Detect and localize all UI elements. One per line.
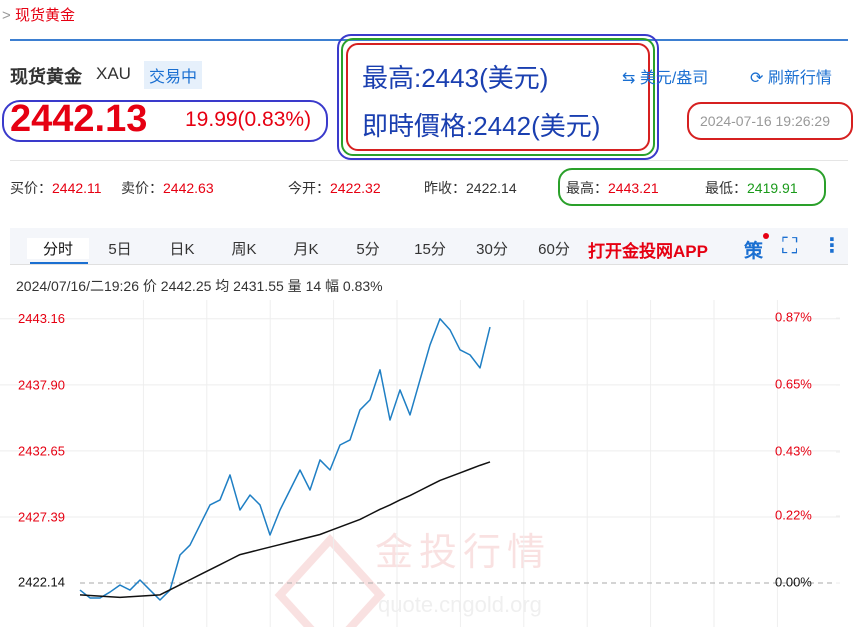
- tab[interactable]: 周K: [231, 241, 257, 258]
- stat-value: 2422.14: [466, 180, 517, 196]
- unit-toggle[interactable]: ⇆ 美元/盎司: [622, 70, 709, 87]
- refresh-button[interactable]: ⟳ 刷新行情: [750, 70, 832, 87]
- watermark: 金投行情 quote.cngold.org: [274, 532, 551, 627]
- info-time: 2024/07/16/二19:26: [16, 278, 139, 294]
- info-label: 均: [215, 278, 230, 294]
- breadcrumb-link[interactable]: 现货黄金: [14, 7, 75, 24]
- tab[interactable]: 5日: [108, 241, 132, 258]
- y2-tick-label: 0.87%: [775, 310, 812, 325]
- strategy-button[interactable]: 策: [744, 241, 764, 262]
- info-avg: 2431.55: [233, 278, 284, 294]
- divider: [10, 160, 848, 161]
- stat-label: 买价：: [10, 180, 52, 196]
- app-link[interactable]: 打开金投网APP: [588, 242, 708, 261]
- stat: 买价：2442.11: [10, 178, 102, 198]
- unit[interactable]: 美元/盎司: [639, 70, 709, 87]
- stat-value: 2442.63: [163, 180, 214, 196]
- name: 现货黄金: [10, 67, 82, 87]
- fullscreen-button[interactable]: ⛶: [782, 233, 798, 258]
- y-tick-label: 2437.90: [18, 377, 65, 392]
- stat-label: 昨收：: [424, 180, 466, 196]
- y-tick-label: 2422.14: [18, 574, 65, 589]
- highlight: [687, 102, 853, 140]
- annotation-current: 即時價格:2442(美元): [362, 111, 601, 141]
- stat-label: 最高：: [566, 180, 608, 196]
- annotation-high: 最高:2443(美元): [362, 63, 549, 93]
- breadcrumb[interactable]: > 现货黄金: [2, 7, 75, 24]
- tab[interactable]: 15分: [414, 241, 446, 258]
- highlight: [2, 100, 328, 142]
- highlight: [558, 168, 826, 206]
- stat-value: 2419.91: [747, 180, 798, 196]
- series-line: [79, 318, 491, 601]
- stat: 卖价：2442.63: [121, 178, 214, 198]
- tab[interactable]: 月K: [293, 241, 319, 258]
- badge-dot: [763, 233, 769, 239]
- info-label: 价: [142, 278, 157, 294]
- status-badge: 交易中: [144, 61, 203, 89]
- tab[interactable]: 日K: [169, 241, 195, 258]
- stat: 最低：2419.91: [705, 178, 798, 198]
- stat-label: 卖价：: [121, 180, 163, 196]
- y-tick-label: 2432.65: [18, 443, 65, 458]
- code: XAU: [96, 64, 131, 83]
- highlight: [341, 38, 655, 156]
- tab[interactable]: 分时: [27, 238, 89, 259]
- tab[interactable]: 60分: [538, 241, 570, 258]
- tab[interactable]: 30分: [476, 241, 508, 258]
- change: 19.99(0.83%): [185, 108, 312, 131]
- watermark-title: 金投行情: [375, 532, 551, 574]
- stat-value: 2443.21: [608, 180, 659, 196]
- refresh[interactable]: 刷新行情: [767, 70, 832, 87]
- tab-bar: [10, 228, 848, 265]
- y2-tick-label: 0.65%: [775, 377, 812, 392]
- info-price: 2442.25: [160, 278, 212, 294]
- y2-tick-label: 0.00%: [775, 574, 812, 589]
- stat-label: 今开：: [288, 180, 330, 196]
- highlight: [337, 34, 659, 160]
- price: 2442.13: [10, 98, 148, 140]
- divider: [10, 39, 848, 41]
- stat-label: 最低：: [705, 180, 747, 196]
- stat: 最高：2443.21: [566, 178, 659, 198]
- info-label: 幅: [325, 278, 340, 294]
- tabs: 分时 5日 日K 周K 月K 5分 15分 30分 60分: [27, 238, 585, 259]
- stat: 昨收：2422.14: [424, 178, 517, 198]
- info-row: 2024/07/16/二19:26 价 2442.25 均 2431.55 量 …: [16, 276, 383, 296]
- chart: 金投行情 quote.cngold.org 2422.14 2427.39 2432…: [0, 300, 840, 627]
- menu-button[interactable]: ⋮: [822, 235, 842, 257]
- y-tick-label: 2427.39: [18, 509, 65, 524]
- stat-value: 2442.11: [52, 180, 102, 196]
- y2-tick-label: 0.22%: [775, 507, 812, 522]
- info-amp: 0.83%: [342, 278, 383, 294]
- time: 2024-07-16 19:26:29: [700, 113, 830, 129]
- tab-underline: [30, 262, 88, 264]
- info-vol: 14: [305, 278, 322, 294]
- tab[interactable]: 5分: [356, 241, 380, 258]
- stat: 今开：2422.32: [288, 178, 381, 198]
- series-line: [79, 461, 491, 599]
- y2-tick-label: 0.43%: [775, 443, 812, 458]
- y-tick-label: 2443.16: [18, 311, 65, 326]
- info-label: 量: [287, 278, 302, 294]
- highlight: [346, 43, 650, 151]
- stat-value: 2422.32: [330, 180, 381, 196]
